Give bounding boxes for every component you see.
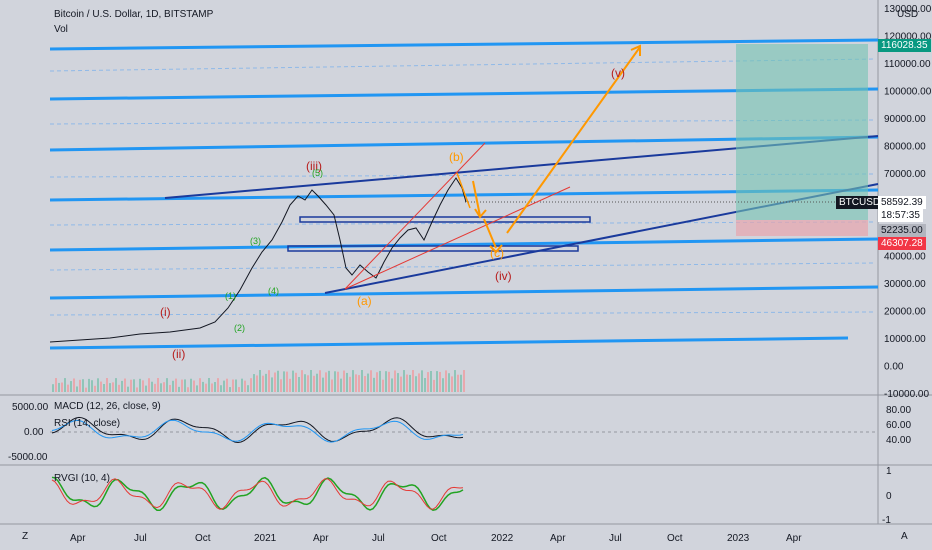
time-axis-label: Apr [70,533,86,544]
wave-ii-label: (ii) [172,347,185,361]
macd-tick-bot: -5000.00 [8,452,48,463]
stop-price-tag: 46307.28 [878,237,926,250]
wave-c-label: (c) [490,246,504,260]
time-axis[interactable]: Apr Jul Oct 2021 Apr Jul Oct 2022 Apr Jul Oct 2023 A… [70,533,802,544]
time-axis-label: Apr [550,533,566,544]
macd-tick-mid: 0.00 [24,427,44,438]
rsi-tick-40: 40.00 [886,435,912,446]
rvgi-tick-0: 0 [886,491,892,502]
rvgi-label: RVGI (10, 4) [54,473,110,484]
wave-a-label: (a) [357,294,372,308]
time-axis-label: 2023 [727,533,750,544]
zone-rect-lower[interactable] [287,245,579,252]
last-price-tag: 58592.39 [878,196,926,209]
subwave-3-label: (3) [250,236,261,246]
rsi-tick-60: 60.00 [886,420,912,431]
macd-line [51,416,464,444]
price-axis-tick: 70000.00 [884,169,926,180]
time-axis-label: Jul [134,533,147,544]
target-zone[interactable] [736,44,868,220]
macd-tick-top: 5000.00 [12,402,49,413]
subwave-2-label: (2) [234,323,245,333]
macd-signal [51,419,464,443]
price-axis-tick: 20000.00 [884,307,926,318]
price-axis-tick: 40000.00 [884,252,926,263]
countdown-tag: 18:57:35 [878,209,923,222]
macd-label: MACD (12, 26, close, 9) [54,401,161,412]
volume-label: Vol [54,24,68,35]
currency-label: USD [897,9,919,20]
wave-v-label: (v) [611,66,625,80]
time-axis-label: Jul [609,533,622,544]
projection-arrows[interactable] [472,44,641,254]
price-axis-tick: -10000.00 [884,389,929,400]
time-axis-label: Jul [372,533,385,544]
wave-iv-label: (iv) [495,269,512,283]
time-axis-label: Apr [786,533,802,544]
wave-i-label: (i) [160,305,171,319]
auto-scale-button[interactable]: A [901,531,908,542]
subwave-5-label: (5) [312,168,323,178]
stop-zone[interactable] [736,220,868,236]
time-axis-label: 2022 [491,533,514,544]
rsi-label: RSI (14, close) [54,418,121,429]
time-axis-label: 2021 [254,533,277,544]
rsi-tick-80: 80.00 [886,405,912,416]
subwave-1-label: (1) [225,291,236,301]
price-axis-tick: 10000.00 [884,334,926,345]
entry-price-tag: 52235.00 [878,224,926,237]
price-axis-tick: 30000.00 [884,279,926,290]
price-axis-tick: 100000.00 [884,87,932,98]
price-series[interactable] [49,177,467,343]
wave-b-segment [456,172,471,209]
rvgi-signal [51,478,464,510]
subwave-4-label: (4) [268,286,279,296]
price-axis-tick: 80000.00 [884,142,926,153]
rvgi-tick-neg1: -1 [882,515,891,526]
price-axis-tick: 90000.00 [884,114,926,125]
price-axis-tick: 120000.00 [884,32,932,43]
symbol-tag: BTCUSD [836,196,884,209]
price-axis-tick: 130000.00 [884,4,932,15]
target-price-tag: 116028.35 [878,39,931,52]
timezone-button[interactable]: Z [22,531,29,542]
time-axis-label: Apr [313,533,329,544]
price-axis-tick: 0.00 [884,362,904,373]
chart-title: Bitcoin / U.S. Dollar, 1D, BITSTAMP [54,9,214,20]
volume-bars [52,370,465,392]
time-axis-label: Oct [195,533,211,544]
channel-lines[interactable] [344,142,571,290]
zone-rect-upper[interactable] [299,216,591,223]
rvgi-tick-1: 1 [886,466,892,477]
wave-b-label: (b) [449,150,464,164]
rvgi-line [51,476,464,512]
price-axis-tick: 110000.00 [884,59,931,70]
wave-iii-label: (iii) [306,159,322,173]
time-axis-label: Oct [431,533,447,544]
time-axis-label: Oct [667,533,683,544]
